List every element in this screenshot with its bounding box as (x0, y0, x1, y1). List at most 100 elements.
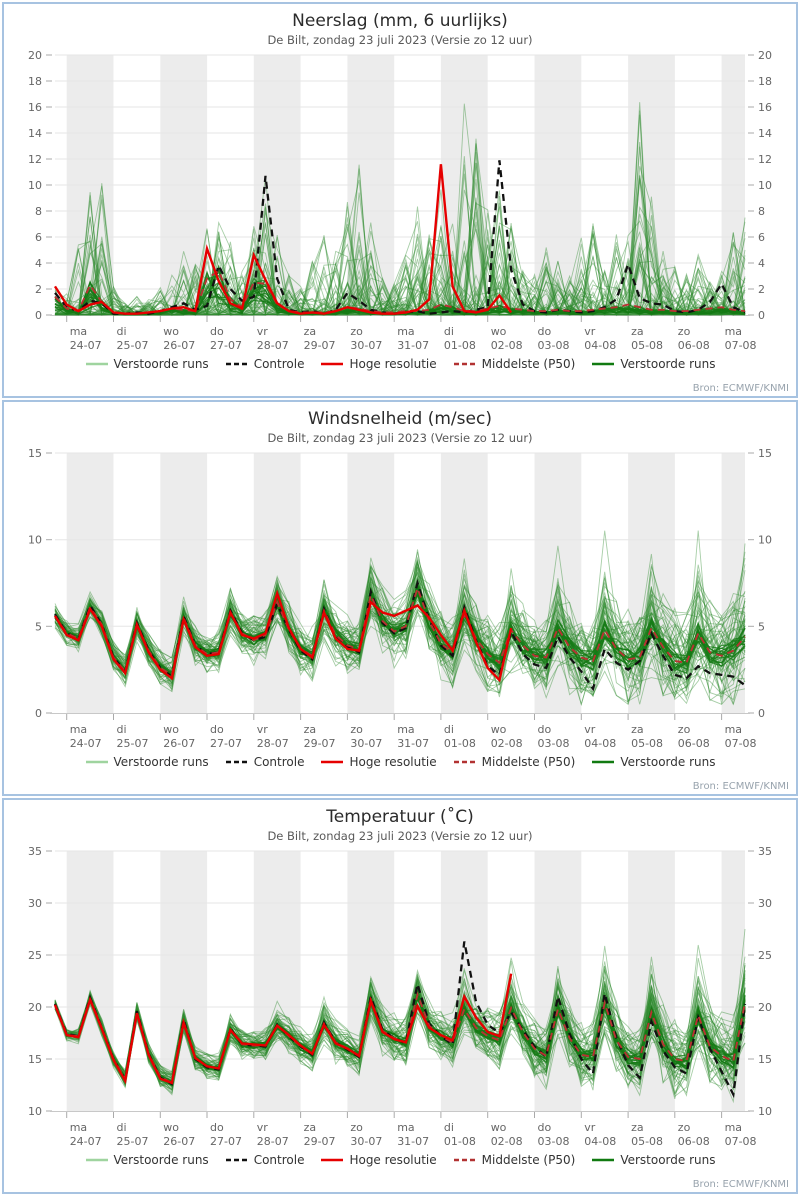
middelste-p50-line (54, 585, 746, 677)
legend-item: Controle (225, 1153, 305, 1167)
svg-text:8: 8 (35, 205, 42, 218)
legend-item: Middelste (P50) (453, 357, 576, 371)
svg-text:27-07: 27-07 (210, 1135, 242, 1148)
svg-text:12: 12 (28, 153, 42, 166)
svg-text:02-08: 02-08 (491, 737, 523, 750)
legend-item: Verstoorde runs (591, 357, 715, 371)
svg-text:di: di (444, 723, 454, 736)
svg-text:29-07: 29-07 (304, 339, 336, 352)
svg-text:05-08: 05-08 (631, 1135, 663, 1148)
legend-item: Controle (225, 357, 304, 371)
svg-text:ma: ma (397, 325, 414, 338)
svg-text:28-07: 28-07 (257, 1135, 289, 1148)
svg-text:20: 20 (28, 1001, 42, 1014)
legend-item: Hoge resolutie (320, 1153, 437, 1167)
panel-title: Temperatuur (˚C) (326, 807, 474, 827)
legend-label: Hoge resolutie (349, 1153, 437, 1167)
svg-text:12: 12 (758, 153, 772, 166)
legend-swatch (321, 760, 344, 764)
svg-text:24-07: 24-07 (70, 1135, 102, 1148)
legend-swatch (321, 1158, 344, 1162)
legend: Verstoorde runs Controle Hoge resolutie Mid… (4, 753, 796, 771)
svg-text:di: di (117, 1121, 127, 1134)
svg-text:10: 10 (28, 179, 42, 192)
svg-text:zo: zo (678, 1121, 691, 1134)
svg-text:25: 25 (758, 949, 772, 962)
svg-text:14: 14 (758, 127, 772, 140)
svg-text:05-08: 05-08 (631, 339, 663, 352)
legend-swatch (225, 362, 248, 366)
svg-text:5: 5 (35, 620, 42, 633)
legend-label: Middelste (P50) (481, 357, 576, 371)
legend: Verstoorde runs Controle Hoge resolutie Mid… (4, 1151, 796, 1169)
svg-text:ma: ma (725, 325, 742, 338)
svg-text:za: za (631, 1121, 644, 1134)
hoge-resolutie-line (53, 973, 513, 1085)
svg-text:06-08: 06-08 (678, 339, 710, 352)
legend-label: Verstoorde runs (113, 357, 209, 371)
svg-text:za: za (631, 325, 644, 338)
svg-text:wo: wo (491, 1121, 507, 1134)
svg-text:2: 2 (35, 283, 42, 296)
panel-subtitle: De Bilt, zondag 23 juli 2023 (Versie zo … (267, 33, 533, 47)
svg-text:30-07: 30-07 (350, 1135, 382, 1148)
svg-text:10: 10 (758, 1105, 772, 1118)
panel-neerslag: Neerslag (mm, 6 uurlijks) De Bilt, zonda… (2, 2, 798, 398)
svg-text:ma: ma (70, 325, 87, 338)
svg-text:25-07: 25-07 (117, 1135, 149, 1148)
svg-text:zo: zo (350, 325, 363, 338)
svg-text:26-07: 26-07 (163, 1135, 195, 1148)
svg-text:4: 4 (758, 257, 765, 270)
svg-text:5: 5 (758, 620, 765, 633)
legend-swatch (85, 362, 108, 366)
day-bands (66, 453, 745, 713)
svg-text:01-08: 01-08 (444, 737, 476, 750)
legend-label: Controle (253, 755, 305, 769)
legend-label: Controle (253, 1153, 305, 1167)
legend-swatch (85, 1158, 108, 1162)
svg-text:0: 0 (758, 309, 765, 322)
svg-text:28-07: 28-07 (257, 339, 289, 352)
svg-text:6: 6 (758, 231, 765, 244)
svg-text:27-07: 27-07 (210, 339, 242, 352)
legend-label: Hoge resolutie (349, 755, 437, 769)
source-note: Bron: ECMWF/KNMI (692, 383, 789, 394)
svg-text:do: do (538, 723, 552, 736)
legend-label: Verstoorde runs (620, 755, 716, 769)
svg-text:04-08: 04-08 (584, 737, 616, 750)
svg-text:02-08: 02-08 (491, 1135, 523, 1148)
svg-text:wo: wo (491, 325, 507, 338)
svg-text:31-07: 31-07 (397, 737, 429, 750)
legend-item: Middelste (P50) (453, 755, 575, 769)
svg-text:29-07: 29-07 (304, 737, 336, 750)
svg-text:6: 6 (35, 231, 42, 244)
svg-text:ma: ma (70, 723, 87, 736)
svg-text:24-07: 24-07 (70, 737, 102, 750)
hoge-resolutie-line (53, 164, 513, 315)
svg-text:07-08: 07-08 (725, 339, 757, 352)
svg-text:10: 10 (758, 534, 772, 547)
svg-text:za: za (631, 723, 644, 736)
legend-swatch (592, 1158, 615, 1162)
svg-text:ma: ma (70, 1121, 87, 1134)
svg-text:2: 2 (758, 283, 765, 296)
svg-text:18: 18 (758, 75, 772, 88)
legend-swatch (453, 362, 476, 366)
legend-item: Verstoorde runs (85, 1153, 209, 1167)
svg-text:vr: vr (257, 723, 269, 736)
hoge-resolutie-line (53, 589, 513, 683)
svg-text:di: di (117, 723, 127, 736)
svg-text:vr: vr (584, 325, 596, 338)
svg-text:06-08: 06-08 (678, 1135, 710, 1148)
svg-text:zo: zo (350, 1121, 363, 1134)
svg-text:4: 4 (35, 257, 42, 270)
svg-text:di: di (444, 325, 454, 338)
svg-text:04-08: 04-08 (584, 339, 616, 352)
svg-text:14: 14 (28, 127, 42, 140)
svg-text:25-07: 25-07 (117, 339, 149, 352)
svg-text:do: do (538, 1121, 552, 1134)
svg-text:06-08: 06-08 (678, 737, 710, 750)
svg-text:15: 15 (758, 1053, 772, 1066)
legend-item: Middelste (P50) (453, 1153, 575, 1167)
